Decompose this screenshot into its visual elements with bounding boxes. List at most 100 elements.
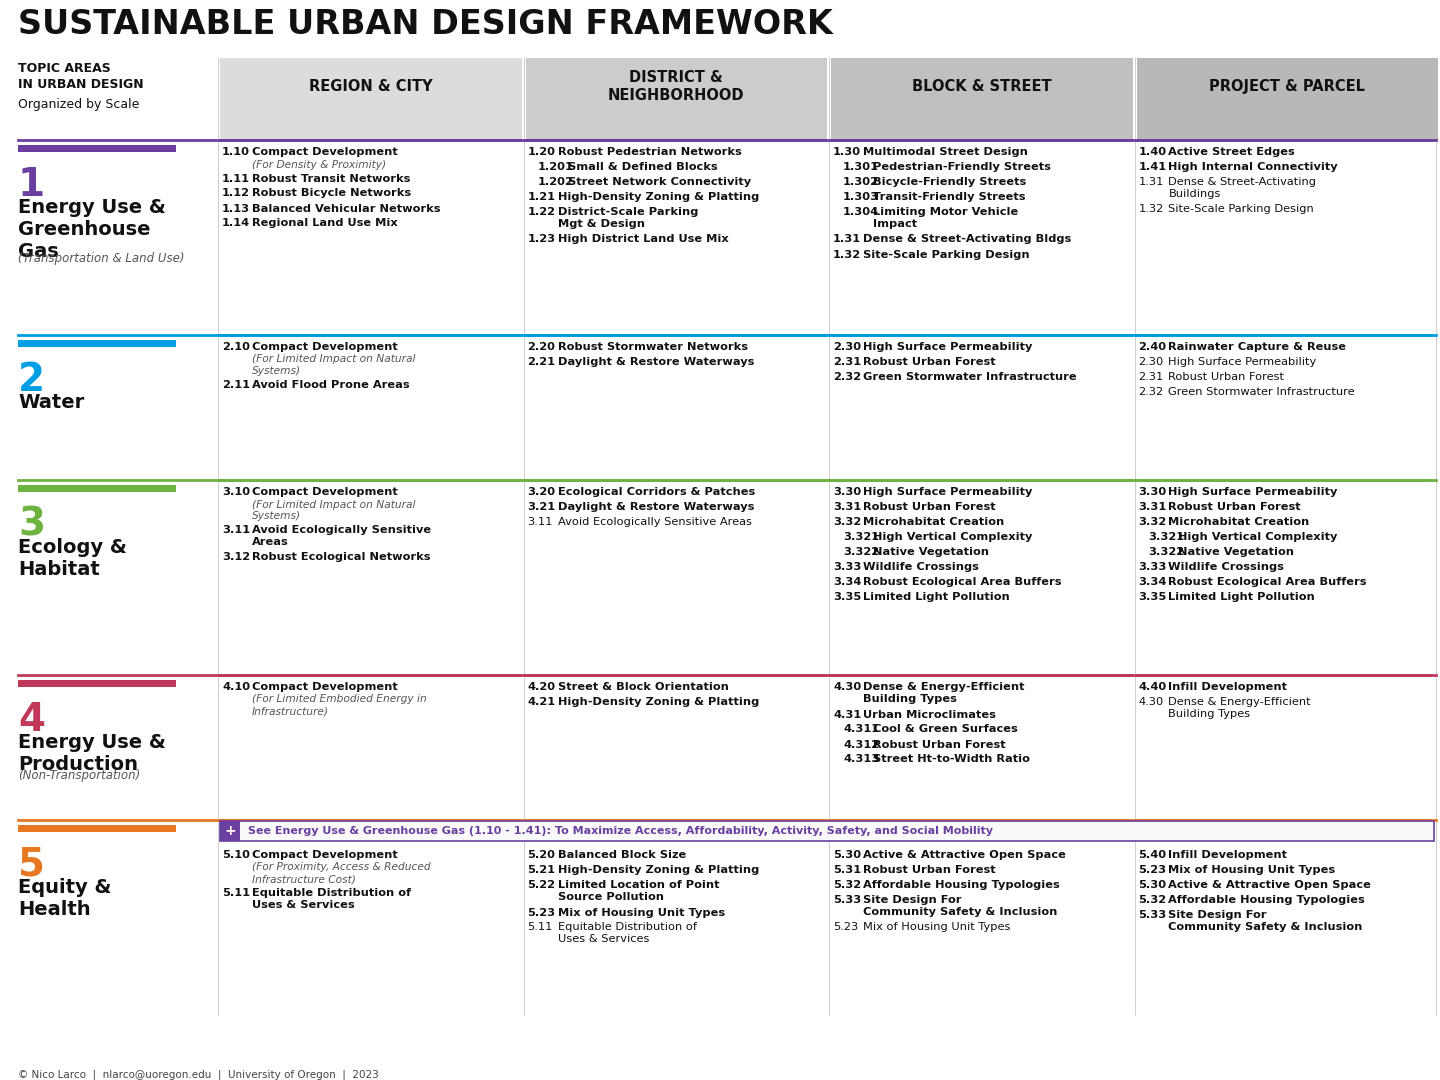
Text: 3.10: 3.10 xyxy=(222,487,251,497)
Text: 3.35: 3.35 xyxy=(832,592,861,602)
Text: Transit-Friendly Streets: Transit-Friendly Streets xyxy=(873,192,1025,202)
Text: 3.12: 3.12 xyxy=(222,553,251,563)
Text: 5.33: 5.33 xyxy=(1139,910,1166,920)
Text: High Surface Permeability: High Surface Permeability xyxy=(863,342,1032,352)
Text: 5.23: 5.23 xyxy=(527,907,556,918)
Text: Affordable Housing Typologies: Affordable Housing Typologies xyxy=(863,880,1060,890)
Text: 5: 5 xyxy=(17,846,45,885)
Text: Compact Development: Compact Development xyxy=(252,342,397,352)
Text: Ecology &
Habitat: Ecology & Habitat xyxy=(17,538,127,579)
Bar xyxy=(17,485,176,492)
Text: TOPIC AREAS
IN URBAN DESIGN: TOPIC AREAS IN URBAN DESIGN xyxy=(17,62,144,92)
Text: Dense & Energy-Efficient
Building Types: Dense & Energy-Efficient Building Types xyxy=(1168,697,1312,718)
Text: Active Street Edges: Active Street Edges xyxy=(1168,147,1295,157)
Text: Small & Defined Blocks: Small & Defined Blocks xyxy=(567,162,717,172)
Text: 4.20: 4.20 xyxy=(527,681,556,692)
Bar xyxy=(17,680,176,687)
Text: Dense & Energy-Efficient
Building Types: Dense & Energy-Efficient Building Types xyxy=(863,681,1024,703)
Text: Green Stormwater Infrastructure: Green Stormwater Infrastructure xyxy=(863,372,1077,382)
Text: Mix of Housing Unit Types: Mix of Housing Unit Types xyxy=(1168,865,1336,875)
Text: (For Proximity, Access & Reduced
Infrastructure Cost): (For Proximity, Access & Reduced Infrast… xyxy=(252,863,431,885)
Text: 1.31: 1.31 xyxy=(832,234,861,244)
Text: 1.303: 1.303 xyxy=(842,192,880,202)
Text: Microhabitat Creation: Microhabitat Creation xyxy=(863,517,1004,527)
Text: High Surface Permeability: High Surface Permeability xyxy=(863,487,1032,497)
Text: 1.11: 1.11 xyxy=(222,174,251,184)
Text: Robust Urban Forest: Robust Urban Forest xyxy=(1168,372,1284,382)
Text: Active & Attractive Open Space: Active & Attractive Open Space xyxy=(1168,880,1371,890)
Text: See Energy Use & Greenhouse Gas (1.10 - 1.41): To Maximize Access, Affordability: See Energy Use & Greenhouse Gas (1.10 - … xyxy=(248,826,994,836)
Text: 1.40: 1.40 xyxy=(1139,147,1166,157)
Text: Native Vegetation: Native Vegetation xyxy=(1178,546,1295,557)
Bar xyxy=(17,825,176,832)
Text: 4.31: 4.31 xyxy=(832,710,861,719)
Text: Robust Transit Networks: Robust Transit Networks xyxy=(252,174,410,184)
Text: Regional Land Use Mix: Regional Land Use Mix xyxy=(252,218,397,229)
Text: Site-Scale Parking Design: Site-Scale Parking Design xyxy=(863,249,1030,259)
Text: Robust Stormwater Networks: Robust Stormwater Networks xyxy=(557,342,747,352)
Text: Ecological Corridors & Patches: Ecological Corridors & Patches xyxy=(557,487,755,497)
Text: SUSTAINABLE URBAN DESIGN FRAMEWORK: SUSTAINABLE URBAN DESIGN FRAMEWORK xyxy=(17,8,832,41)
Bar xyxy=(220,58,521,140)
Text: 2.10: 2.10 xyxy=(222,342,251,352)
Text: Street Ht-to-Width Ratio: Street Ht-to-Width Ratio xyxy=(873,755,1030,765)
Text: (For Limited Embodied Energy in
Infrastructure): (For Limited Embodied Energy in Infrastr… xyxy=(252,694,426,716)
Text: High Vertical Complexity: High Vertical Complexity xyxy=(873,532,1032,542)
Bar xyxy=(220,821,1434,841)
Text: Dense & Street-Activating Bldgs: Dense & Street-Activating Bldgs xyxy=(863,234,1071,244)
Text: 1.20: 1.20 xyxy=(527,147,556,157)
Text: 3.11: 3.11 xyxy=(222,525,251,535)
Text: 1.304: 1.304 xyxy=(842,207,880,217)
Text: 4.312: 4.312 xyxy=(842,740,880,750)
Text: (Transportation & Land Use): (Transportation & Land Use) xyxy=(17,252,184,265)
Text: Dense & Street-Activating
Buildings: Dense & Street-Activating Buildings xyxy=(1168,177,1316,199)
Text: 3.31: 3.31 xyxy=(832,502,861,512)
Text: Robust Bicycle Networks: Robust Bicycle Networks xyxy=(252,189,412,199)
Text: High-Density Zoning & Platting: High-Density Zoning & Platting xyxy=(557,865,759,875)
Text: 1.201: 1.201 xyxy=(537,162,573,172)
Text: 2.21: 2.21 xyxy=(527,357,556,367)
Text: 4: 4 xyxy=(17,701,45,739)
Text: Daylight & Restore Waterways: Daylight & Restore Waterways xyxy=(557,502,755,512)
Text: 1.32: 1.32 xyxy=(1139,204,1164,215)
Text: 1.301: 1.301 xyxy=(842,162,878,172)
Text: 5.33: 5.33 xyxy=(832,895,861,905)
Text: 4.10: 4.10 xyxy=(222,681,251,692)
Text: Bicycle-Friendly Streets: Bicycle-Friendly Streets xyxy=(873,177,1027,187)
Text: Limited Location of Point
Source Pollution: Limited Location of Point Source Polluti… xyxy=(557,880,719,902)
Text: Equitable Distribution of
Uses & Services: Equitable Distribution of Uses & Service… xyxy=(252,888,410,909)
Text: High-Density Zoning & Platting: High-Density Zoning & Platting xyxy=(557,697,759,707)
Text: 2.32: 2.32 xyxy=(832,372,861,382)
Text: 5.22: 5.22 xyxy=(527,880,556,890)
Text: Street & Block Orientation: Street & Block Orientation xyxy=(557,681,729,692)
Text: 2.40: 2.40 xyxy=(1139,342,1166,352)
Text: 1.10: 1.10 xyxy=(222,147,251,157)
Text: 2.32: 2.32 xyxy=(1139,387,1164,397)
Text: Infill Development: Infill Development xyxy=(1168,850,1287,860)
Text: District-Scale Parking
Mgt & Design: District-Scale Parking Mgt & Design xyxy=(557,207,698,229)
Text: 4.21: 4.21 xyxy=(527,697,556,707)
Text: 5.10: 5.10 xyxy=(222,850,251,860)
Text: (For Limited Impact on Natural
Systems): (For Limited Impact on Natural Systems) xyxy=(252,354,416,376)
Text: 4.30: 4.30 xyxy=(832,681,861,692)
Text: Robust Urban Forest: Robust Urban Forest xyxy=(873,740,1005,750)
Text: 1.14: 1.14 xyxy=(222,218,251,229)
Text: Robust Ecological Area Buffers: Robust Ecological Area Buffers xyxy=(863,577,1061,588)
Bar xyxy=(1136,58,1439,140)
Text: 1.32: 1.32 xyxy=(832,249,861,259)
Text: 5.23: 5.23 xyxy=(1139,865,1166,875)
Text: 3.35: 3.35 xyxy=(1139,592,1166,602)
Text: 1.31: 1.31 xyxy=(1139,177,1164,187)
Bar xyxy=(831,58,1132,140)
Text: DISTRICT &
NEIGHBORHOOD: DISTRICT & NEIGHBORHOOD xyxy=(608,70,744,104)
Text: Robust Urban Forest: Robust Urban Forest xyxy=(863,357,995,367)
Text: Equity &
Health: Equity & Health xyxy=(17,878,111,919)
Text: 1.30: 1.30 xyxy=(832,147,861,157)
Text: Limited Light Pollution: Limited Light Pollution xyxy=(863,592,1009,602)
Text: Limited Light Pollution: Limited Light Pollution xyxy=(1168,592,1315,602)
Text: Multimodal Street Design: Multimodal Street Design xyxy=(863,147,1028,157)
Text: Infill Development: Infill Development xyxy=(1168,681,1287,692)
Text: Urban Microclimates: Urban Microclimates xyxy=(863,710,996,719)
Text: 5.11: 5.11 xyxy=(527,922,553,932)
Text: Pedestrian-Friendly Streets: Pedestrian-Friendly Streets xyxy=(873,162,1051,172)
